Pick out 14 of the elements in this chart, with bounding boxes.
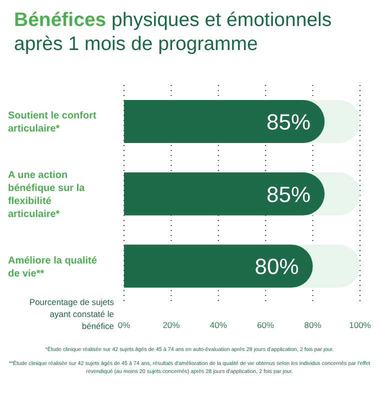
data-label: 85% bbox=[266, 182, 311, 207]
y-tick-label: A une action bénéfique sur la flexibilité articulaire* bbox=[8, 170, 86, 220]
data-label: 80% bbox=[254, 254, 299, 280]
chart-title: Bénéfices physiques et émotionnels après 1 mois de programme bbox=[14, 9, 332, 55]
y-tick-label: Améliore la qualité de vie** bbox=[8, 255, 98, 280]
x-tick-label: 60% bbox=[257, 320, 275, 330]
x-tick-label: 20% bbox=[162, 320, 180, 330]
x-tick-label: 80% bbox=[304, 320, 322, 330]
x-tick-label: 0% bbox=[118, 320, 131, 330]
x-axis-title: Pourcentage de sujets ayant constaté le bénéfice bbox=[28, 296, 114, 332]
data-label: 85% bbox=[266, 110, 311, 134]
y-tick-label: Soutient le confort articulaire* bbox=[8, 110, 97, 135]
x-tick-label: 100% bbox=[349, 320, 372, 330]
x-tick-label: 40% bbox=[210, 320, 228, 330]
